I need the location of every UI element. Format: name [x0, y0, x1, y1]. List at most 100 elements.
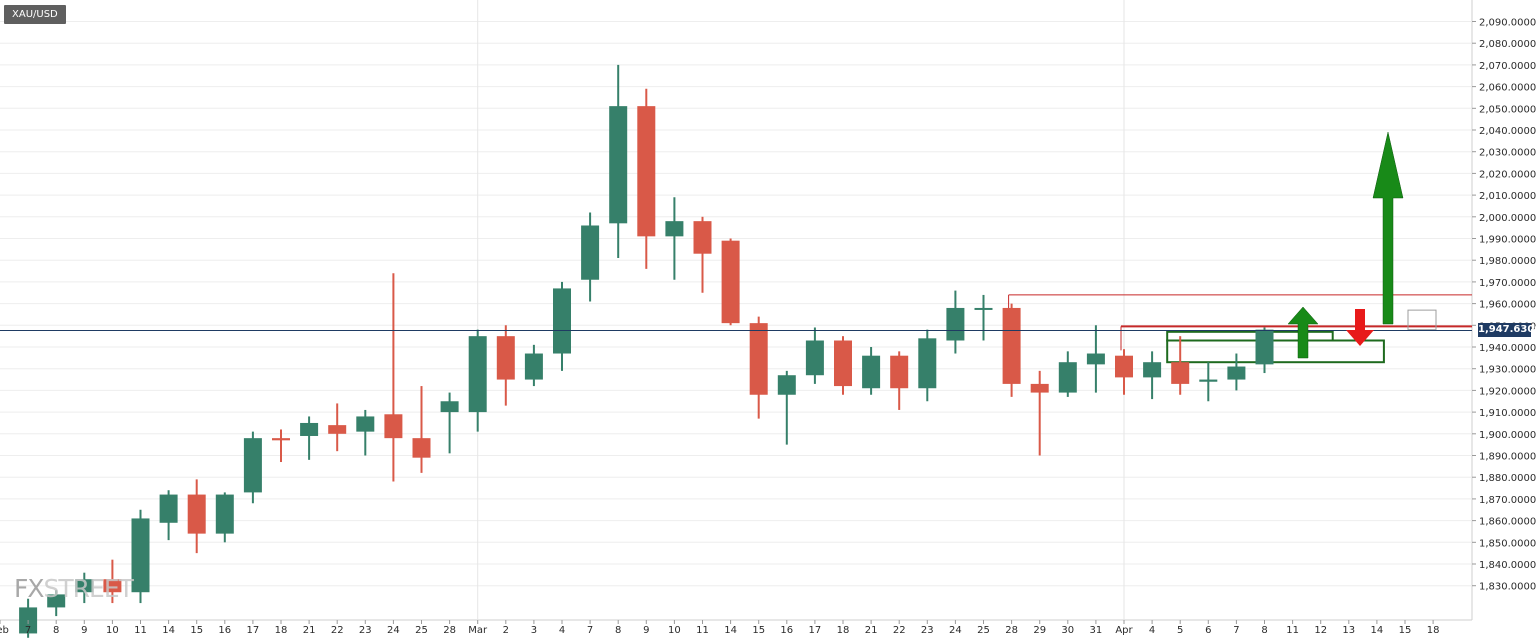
- x-tick-label: 8: [53, 625, 59, 636]
- candle-body: [609, 106, 628, 224]
- candle: [131, 509, 150, 604]
- current-price-tag: 1,947.6300: [1478, 323, 1536, 338]
- candle: [215, 492, 234, 543]
- candle-body: [665, 221, 684, 237]
- x-tick-label: 7: [25, 625, 31, 636]
- x-tick-label: 22: [893, 625, 906, 636]
- y-tick-label: 1,990.0000: [1479, 235, 1536, 246]
- candle: [693, 216, 712, 293]
- candle-body: [918, 338, 937, 389]
- candle-body: [1115, 355, 1133, 378]
- y-tick-label: 1,840.0000: [1479, 560, 1536, 571]
- candle: [75, 572, 94, 604]
- x-tick-label: 2: [503, 625, 509, 636]
- y-tick-label: 2,090.0000: [1479, 18, 1536, 29]
- candle-body: [693, 221, 712, 254]
- candle: [974, 294, 993, 341]
- small-up-arrow: [1287, 306, 1319, 359]
- candle: [440, 392, 459, 454]
- candle-body: [1030, 383, 1049, 393]
- symbol-label[interactable]: XAU/USD: [4, 5, 66, 24]
- candle: [862, 347, 881, 395]
- x-tick-label: 16: [780, 625, 793, 636]
- candle: [412, 386, 431, 473]
- candle-body: [1255, 329, 1274, 365]
- candle-body: [496, 336, 515, 380]
- consolidation-box-lower: [1166, 339, 1385, 364]
- y-tick-label: 1,970.0000: [1479, 278, 1536, 289]
- y-tick-label: 1,900.0000: [1479, 430, 1536, 441]
- candle-body: [1086, 353, 1105, 365]
- y-tick-label: 1,920.0000: [1479, 386, 1536, 397]
- candle: [1143, 351, 1162, 400]
- candle-body: [1227, 366, 1246, 380]
- y-tick-label: 2,080.0000: [1479, 39, 1536, 50]
- candle: [553, 281, 571, 371]
- candle-body: [75, 579, 94, 593]
- fxstreet-logo: FXSTREET: [14, 574, 134, 603]
- candle-body: [103, 579, 122, 593]
- x-tick-label: 15: [190, 625, 203, 636]
- candle-body: [1171, 362, 1190, 384]
- candle: [243, 431, 262, 504]
- x-tick-label: 11: [134, 625, 147, 636]
- candle-body: [243, 438, 262, 493]
- x-tick-label: 21: [865, 625, 878, 636]
- candle: [1255, 327, 1274, 374]
- down-arrow: [1346, 309, 1374, 346]
- candle: [918, 329, 937, 402]
- chart-annotations: [1008, 294, 1472, 364]
- candles: [19, 64, 1274, 638]
- candle: [159, 490, 178, 541]
- candle: [468, 329, 487, 432]
- x-tick-label: 29: [1033, 625, 1046, 636]
- x-tick-label: 31: [1090, 625, 1103, 636]
- candle-body: [749, 323, 768, 395]
- candle: [609, 64, 628, 259]
- candle: [946, 290, 965, 354]
- x-tick-label: Mar: [468, 625, 488, 636]
- x-tick-label: 21: [303, 625, 316, 636]
- y-tick-label: 1,910.0000: [1479, 408, 1536, 419]
- candle-body: [47, 594, 66, 608]
- x-tick-label: 24: [949, 625, 962, 636]
- y-tick-label: 1,860.0000: [1479, 517, 1536, 528]
- y-tick-label: 2,000.0000: [1479, 213, 1536, 224]
- candle: [637, 88, 656, 269]
- x-tick-label: 9: [643, 625, 649, 636]
- candle: [1171, 336, 1190, 395]
- x-tick-label: 13: [1342, 625, 1355, 636]
- candle: [1115, 349, 1133, 395]
- candle: [1058, 351, 1077, 397]
- candle-body: [440, 401, 459, 413]
- candle: [356, 409, 375, 456]
- x-tick-label: 18: [837, 625, 850, 636]
- y-tick-label: 1,960.0000: [1479, 300, 1536, 311]
- price-axis: 1,830.0000 1,840.0000 1,850.0000 1,860.0000…: [1472, 18, 1536, 593]
- candle-body: [159, 494, 178, 523]
- y-tick-label: 1,850.0000: [1479, 538, 1536, 549]
- x-tick-label: Apr: [1115, 625, 1133, 636]
- y-tick-label: 1,890.0000: [1479, 452, 1536, 463]
- x-tick-label: 15: [752, 625, 765, 636]
- x-tick-label: 8: [615, 625, 621, 636]
- candle-body: [356, 416, 375, 432]
- x-tick-label: 23: [921, 625, 934, 636]
- candle: [581, 212, 600, 302]
- date-axis: Feb78910111415161718212223242528Mar23478…: [0, 620, 1439, 636]
- x-tick-label: 14: [162, 625, 175, 636]
- y-tick-label: 2,040.0000: [1479, 126, 1536, 137]
- x-tick-label: 4: [1149, 625, 1155, 636]
- x-tick-label: 18: [1427, 625, 1440, 636]
- candle-body: [946, 307, 965, 341]
- y-tick-label: 2,070.0000: [1479, 61, 1536, 72]
- x-tick-label: 5: [1177, 625, 1183, 636]
- candle: [1199, 362, 1218, 402]
- x-tick-label: 4: [559, 625, 565, 636]
- candle: [300, 416, 319, 460]
- candle-body: [974, 307, 993, 310]
- candle-body: [1199, 379, 1218, 382]
- x-tick-label: 3: [531, 625, 537, 636]
- x-tick-label: 7: [587, 625, 593, 636]
- candle-body: [890, 355, 909, 389]
